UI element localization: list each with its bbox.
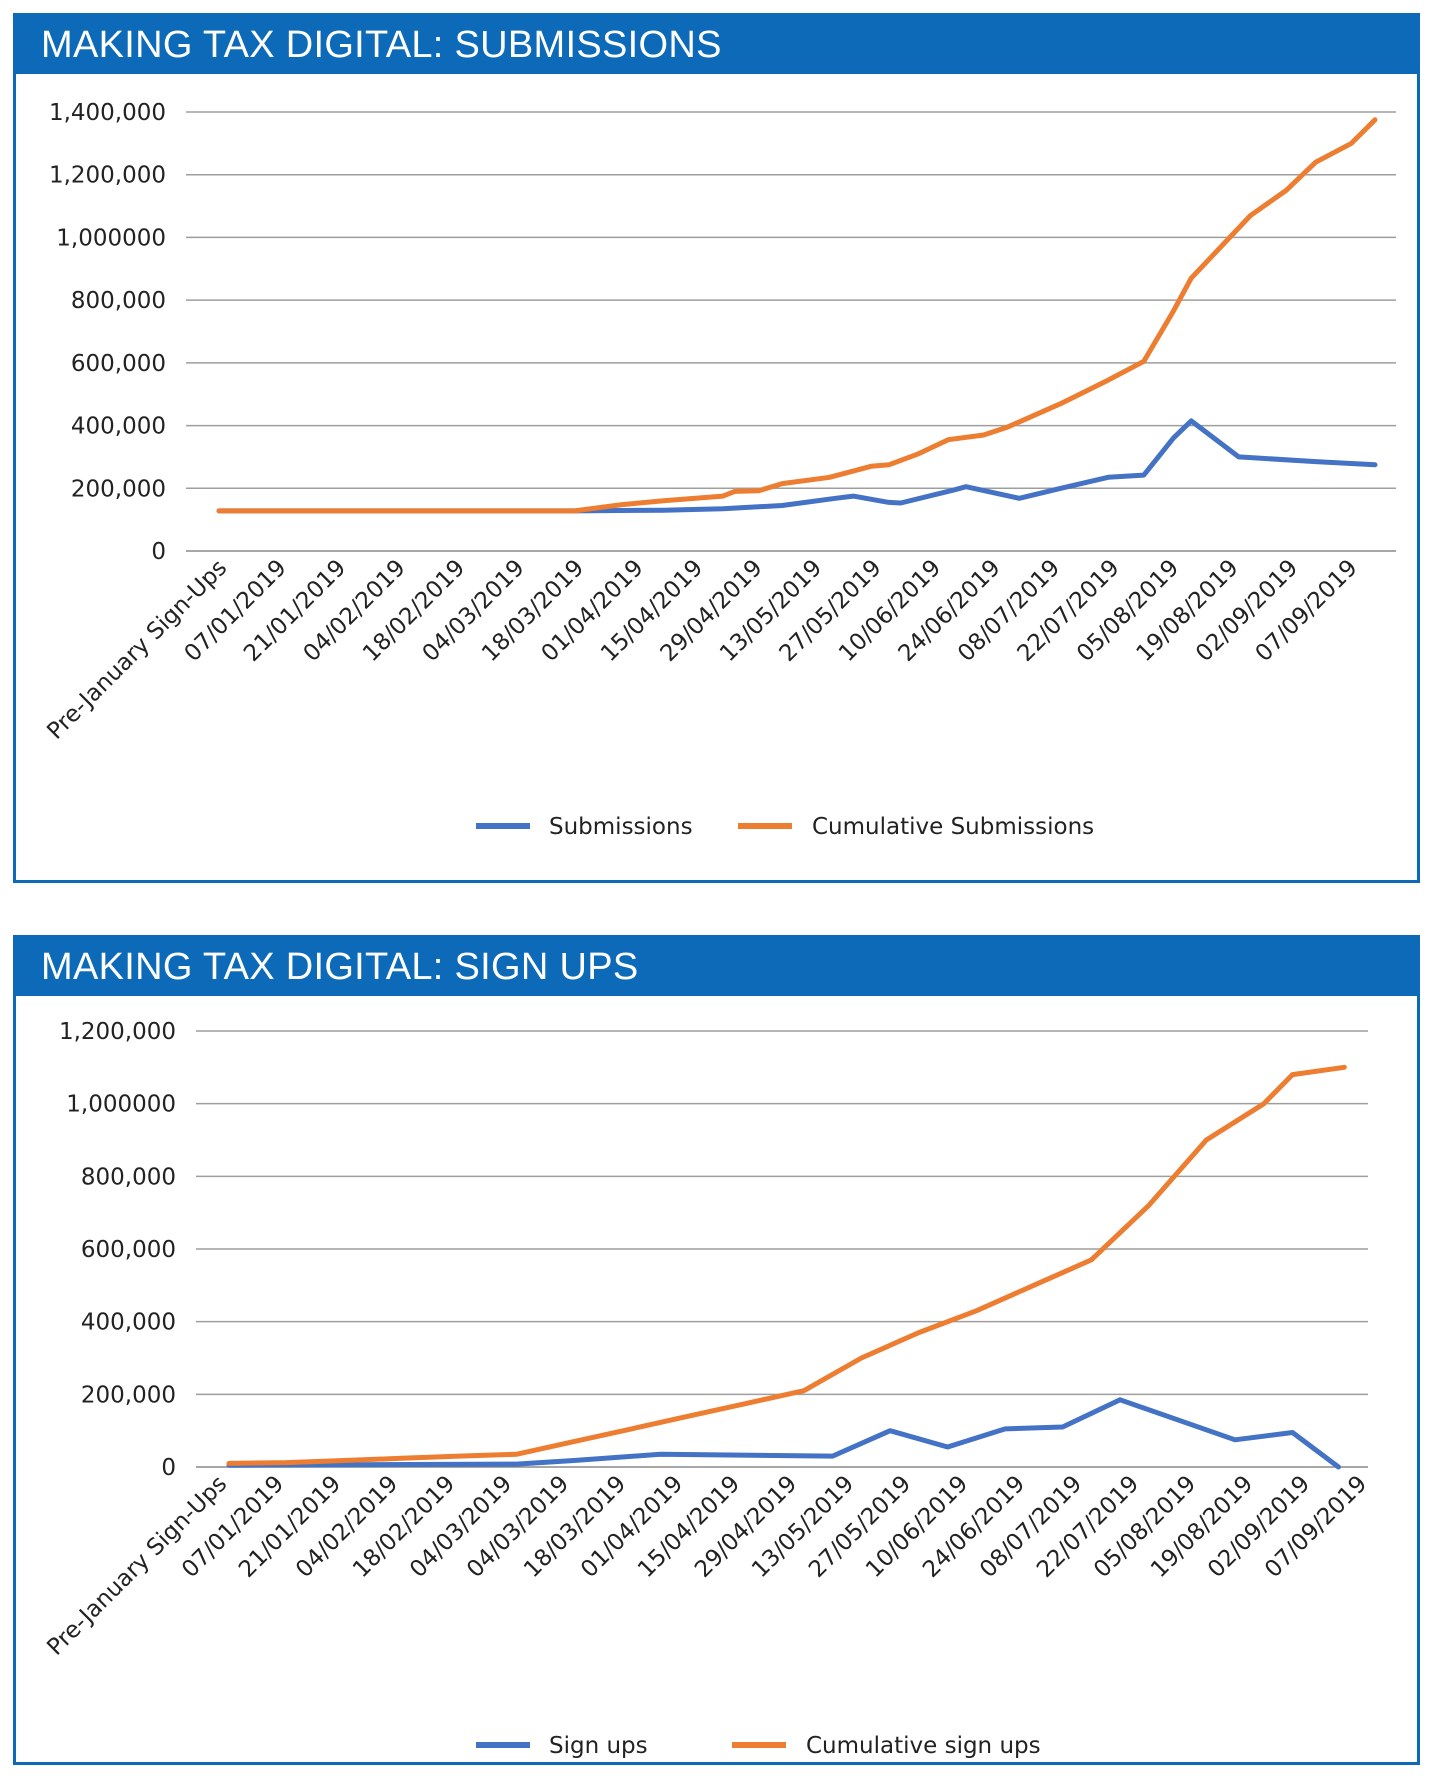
y-tick-label: 400,000 (81, 1310, 176, 1336)
y-tick-label: 1,400,000 (49, 100, 166, 126)
legend-label: Cumulative Submissions (812, 814, 1094, 840)
submissions-line-chart: 0 200,000 400,000 600,000 800,000 1,000000 1,2… (42, 100, 1396, 840)
series-line-cumulative-submissions (216, 117, 1378, 514)
series-line-sign-ups (226, 1397, 1341, 1470)
y-tick-label: 800,000 (81, 1164, 176, 1190)
y-tick-label: 200,000 (71, 476, 166, 502)
submissions-chart-title: MAKING TAX DIGITAL: SUBMISSIONS (16, 16, 1417, 74)
y-tick-label: 600,000 (81, 1237, 176, 1263)
y-tick-label: 600,000 (71, 351, 166, 377)
signups-chart-panel: MAKING TAX DIGITAL: SIGN UPS 0 200,000 400… (13, 935, 1420, 1765)
y-tick-label: 0 (161, 1455, 176, 1481)
series-line-cumulative-sign-ups (226, 1064, 1347, 1466)
y-tick-label: 1,000000 (56, 225, 166, 251)
submissions-chart-panel: MAKING TAX DIGITAL: SUBMISSIONS 0 200,000… (13, 13, 1420, 883)
series-line-submissions (216, 418, 1378, 514)
signups-chart-title: MAKING TAX DIGITAL: SIGN UPS (16, 938, 1417, 996)
y-tick-label: 0 (151, 539, 166, 565)
signups-line-chart: 0 200,000 400,000 600,000 800,000 1,000000 1,2… (42, 1019, 1372, 1759)
legend-label: Cumulative sign ups (806, 1733, 1041, 1759)
y-tick-label: 200,000 (81, 1382, 176, 1408)
y-tick-label: 400,000 (71, 414, 166, 440)
y-tick-label: 1,000000 (66, 1092, 176, 1118)
y-tick-label: 800,000 (71, 288, 166, 314)
legend-label: Sign ups (549, 1733, 648, 1759)
y-tick-label: 1,200,000 (59, 1019, 176, 1045)
y-tick-label: 1,200,000 (49, 163, 166, 189)
legend-label: Submissions (549, 814, 693, 840)
